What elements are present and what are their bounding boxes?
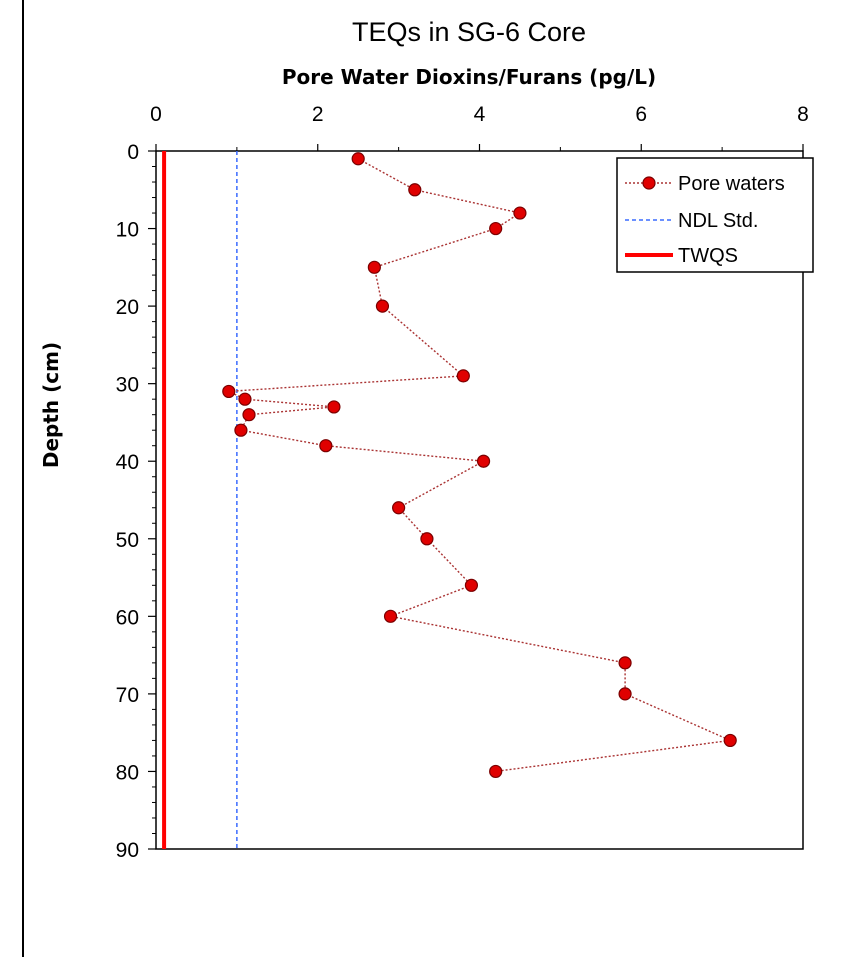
pore-waters-point <box>383 609 398 623</box>
pore-waters-point <box>234 423 248 437</box>
pore-waters-point <box>392 501 406 515</box>
legend: Pore waters NDL Std. TWQS <box>616 157 814 273</box>
x-tick-label: 0 <box>150 103 162 126</box>
y-axis-label: Depth (cm) <box>39 342 63 468</box>
y-tick-label: 50 <box>116 529 139 552</box>
pore-waters-point <box>723 733 737 748</box>
pore-waters-point <box>367 260 381 274</box>
pore-waters-point <box>375 299 390 313</box>
x-tick-label: 6 <box>635 103 647 126</box>
y-tick-label: 40 <box>116 451 139 474</box>
legend-label-twqs: TWQS <box>678 245 738 267</box>
pore-waters-point <box>489 764 503 779</box>
reference-lines <box>162 151 238 849</box>
x-axis-ticks: 0 2 4 6 8 <box>150 103 809 151</box>
series-points <box>222 152 737 779</box>
pore-waters-point <box>456 369 470 383</box>
y-tick-label: 60 <box>116 606 139 629</box>
y-axis-ticks: 0 10 20 30 40 50 60 70 80 90 <box>116 141 156 862</box>
y-tick-label: 30 <box>116 374 139 397</box>
series-lines <box>226 158 733 773</box>
x-tick-label: 4 <box>474 103 486 126</box>
y-tick-label: 10 <box>116 219 139 242</box>
pore-waters-point <box>420 532 434 546</box>
y-tick-label: 90 <box>116 839 139 862</box>
legend-label-ndl-std: NDL Std. <box>678 210 758 232</box>
pore-waters-point <box>513 206 527 220</box>
y-tick-label: 20 <box>116 296 139 319</box>
pore-waters-point <box>408 183 422 197</box>
y-tick-label: 70 <box>116 684 139 707</box>
pore-waters-line <box>226 158 733 773</box>
chart-title: TEQs in SG-6 Core <box>352 17 586 47</box>
pore-waters-point <box>476 454 491 468</box>
pore-waters-point <box>222 384 236 399</box>
y-tick-label: 0 <box>127 141 139 164</box>
pore-waters-point <box>242 408 256 422</box>
legend-label-pore-waters: Pore waters <box>678 173 785 195</box>
x-tick-label: 2 <box>312 103 324 126</box>
x-tick-label: 8 <box>797 103 809 126</box>
pore-waters-point <box>319 439 333 453</box>
pore-waters-point <box>464 578 479 592</box>
pore-waters-point <box>351 152 365 166</box>
pore-waters-point <box>618 656 632 670</box>
pore-waters-point <box>238 392 252 406</box>
pore-waters-point <box>489 221 503 236</box>
x-axis-label: Pore Water Dioxins/Furans (pg/L) <box>282 65 656 89</box>
pore-waters-point <box>327 400 341 414</box>
legend-marker-pore-waters <box>642 176 656 190</box>
pore-waters-point <box>618 687 632 701</box>
y-tick-label: 80 <box>116 761 139 784</box>
